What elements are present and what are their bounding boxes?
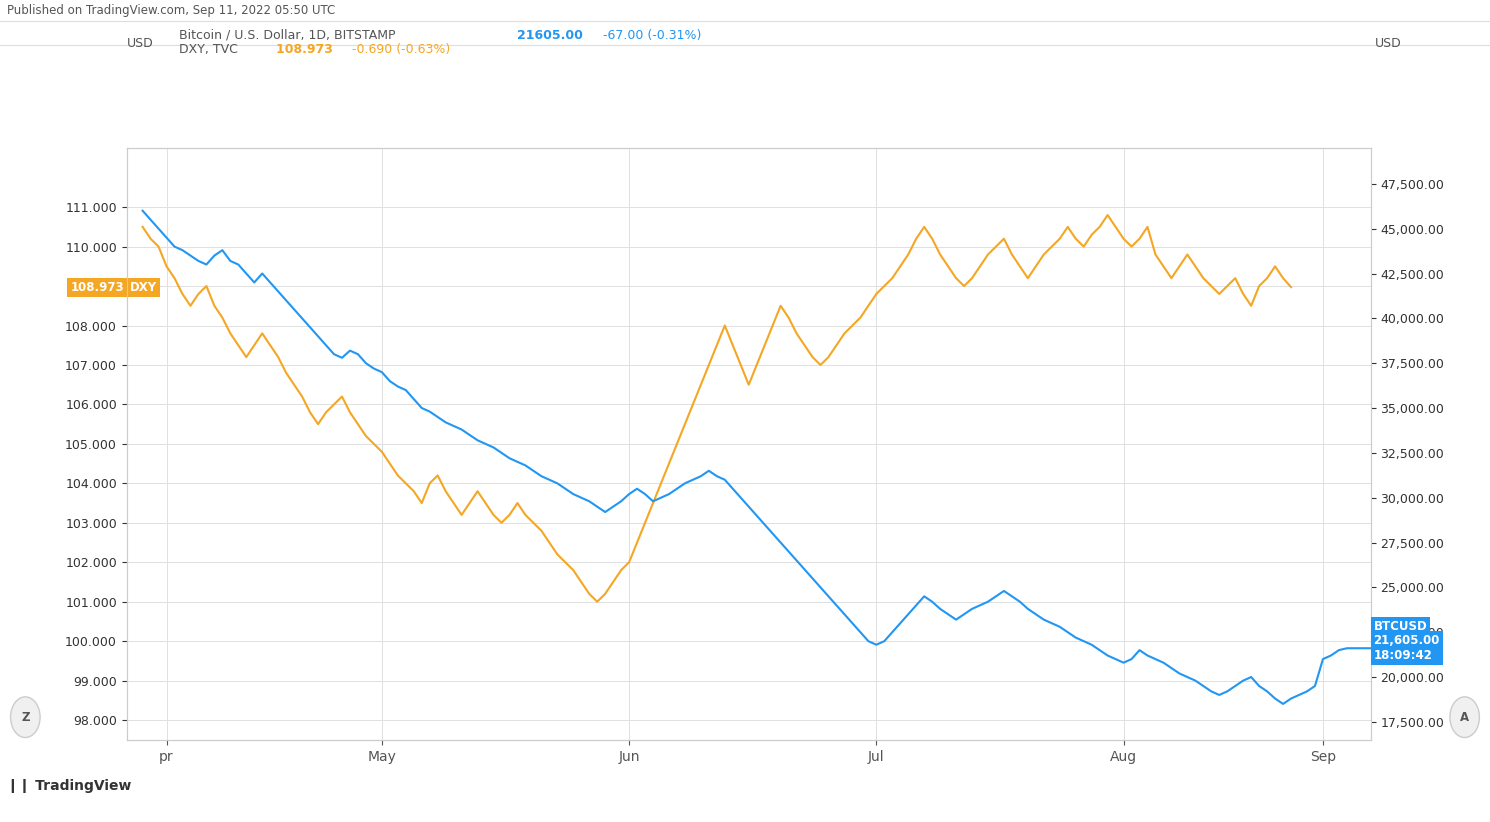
Text: BTCUSD: BTCUSD [1374,621,1427,633]
Text: ❙❙ TradingView: ❙❙ TradingView [7,779,131,793]
Text: USD: USD [127,37,153,50]
Text: -0.690 (-0.63%): -0.690 (-0.63%) [352,43,450,56]
Text: Z: Z [21,711,30,723]
Text: Published on TradingView.com, Sep 11, 2022 05:50 UTC: Published on TradingView.com, Sep 11, 20… [7,4,335,17]
Text: A: A [1460,711,1469,723]
Text: DXY: DXY [130,280,156,293]
Text: 21605.00: 21605.00 [517,29,592,42]
Circle shape [1450,697,1480,737]
Circle shape [10,697,40,737]
Text: 108.973: 108.973 [70,280,124,293]
Text: 108.973: 108.973 [276,43,341,56]
Text: 21,605.00
18:09:42: 21,605.00 18:09:42 [1374,635,1439,663]
Text: DXY, TVC: DXY, TVC [179,43,246,56]
Text: -67.00 (-0.31%): -67.00 (-0.31%) [603,29,702,42]
Text: Bitcoin / U.S. Dollar, 1D, BITSTAMP: Bitcoin / U.S. Dollar, 1D, BITSTAMP [179,29,404,42]
Text: USD: USD [1375,37,1402,50]
